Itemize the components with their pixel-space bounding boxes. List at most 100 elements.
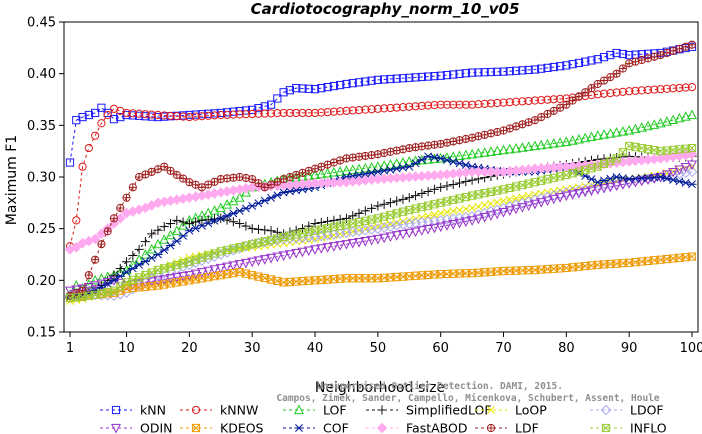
x-tick-label: 50	[370, 341, 387, 356]
data-point-lof	[341, 165, 352, 175]
data-point-simplifiedlof	[134, 244, 144, 254]
data-point-odin	[322, 243, 333, 253]
data-point-cof	[285, 187, 295, 196]
data-point-odin	[423, 224, 434, 235]
data-point-simplifiedlof	[379, 199, 389, 209]
data-point-knnw	[84, 143, 93, 153]
data-point-knn	[449, 70, 458, 79]
data-point-simplifiedlof	[448, 179, 458, 190]
data-point-knnw	[612, 88, 621, 97]
legend-label-lof: LOF	[323, 403, 347, 418]
data-point-odin	[171, 273, 182, 283]
data-point-knnw	[405, 102, 414, 111]
data-point-knnw	[662, 84, 671, 93]
data-point-ldf	[109, 214, 119, 223]
data-point-odin	[203, 266, 214, 277]
data-point-knn	[568, 60, 577, 69]
data-point-odin	[441, 221, 452, 231]
data-point-odin	[83, 282, 94, 293]
watermark-line-1: Unsupervised Outlier Detection. DAMI, 20…	[317, 381, 563, 392]
data-point-lof	[146, 243, 157, 254]
data-point-lof	[479, 147, 490, 157]
legend-label-simplifiedlof: SimplifiedLOF	[406, 403, 492, 418]
data-point-knn	[323, 83, 332, 92]
series-kdeos	[65, 252, 697, 302]
data-point-knn	[122, 110, 131, 120]
data-point-knnw	[329, 107, 338, 116]
data-point-knn	[574, 58, 584, 68]
data-point-knnw	[197, 112, 207, 121]
data-point-cof	[461, 161, 471, 169]
data-point-lof	[366, 162, 377, 172]
data-point-odin	[580, 187, 591, 198]
legend-item-lof: LOF	[283, 403, 347, 418]
data-point-odin	[360, 236, 371, 247]
data-point-knnw	[537, 96, 546, 105]
data-point-knn	[304, 84, 313, 93]
data-point-knn	[417, 72, 426, 82]
data-point-knnw	[530, 96, 540, 105]
data-point-cof	[392, 164, 402, 173]
data-point-knn	[84, 110, 93, 120]
data-point-knnw	[449, 100, 458, 109]
data-point-cof	[348, 172, 358, 180]
data-point-simplifiedlof	[253, 224, 264, 234]
data-point-cof	[153, 250, 163, 259]
data-point-lof	[605, 128, 616, 138]
data-point-cof	[159, 246, 169, 254]
data-point-knnw	[367, 105, 376, 114]
data-point-simplifiedlof	[429, 184, 440, 194]
x-tick-label: 60	[432, 341, 449, 356]
data-point-lof	[234, 192, 245, 202]
data-point-simplifiedlof	[172, 215, 182, 225]
data-point-loop	[518, 193, 527, 202]
legend-label-ldof: LDOF	[630, 403, 664, 418]
data-point-cof	[612, 173, 622, 181]
data-point-odin	[353, 238, 365, 248]
data-point-odin	[542, 196, 553, 207]
data-point-ldf	[116, 203, 125, 213]
data-point-knnw	[122, 108, 131, 118]
data-point-knnw	[442, 100, 452, 109]
data-point-odin	[146, 277, 157, 287]
data-point-knnw	[348, 106, 357, 115]
data-point-knnw	[235, 110, 244, 119]
data-point-odin	[222, 262, 233, 273]
data-point-cof	[165, 241, 176, 250]
data-point-knn	[424, 72, 433, 81]
data-point-knnw	[147, 110, 156, 119]
data-point-knnw	[499, 98, 508, 107]
data-point-odin	[404, 228, 415, 239]
legend-marker-knnw	[191, 405, 201, 415]
x-tick-label: 80	[558, 341, 575, 356]
data-point-loop	[430, 210, 439, 219]
data-point-knnw	[411, 102, 420, 111]
data-point-knn	[555, 62, 565, 71]
data-point-lof	[498, 144, 509, 155]
data-point-lof	[178, 220, 189, 230]
data-point-knnw	[417, 101, 426, 111]
data-point-ldof	[680, 167, 692, 179]
data-point-knn	[380, 75, 389, 84]
data-point-simplifiedlof	[247, 224, 257, 234]
data-point-lof	[209, 205, 220, 215]
data-point-simplifiedlof	[235, 218, 245, 229]
data-point-knn	[342, 79, 351, 89]
data-point-knn	[474, 68, 483, 77]
legend-marker-cof	[294, 424, 304, 432]
data-point-knn	[442, 71, 452, 80]
data-point-lof	[617, 126, 628, 136]
data-point-loop	[474, 202, 483, 211]
data-point-simplifiedlof	[360, 206, 370, 216]
data-point-lof	[485, 146, 496, 156]
data-point-lof	[580, 132, 591, 143]
data-point-cof	[448, 157, 458, 166]
data-point-knnw	[455, 100, 464, 109]
data-point-knnw	[141, 110, 150, 119]
data-point-odin	[215, 263, 226, 274]
data-point-knnw	[386, 103, 395, 113]
data-point-knnw	[593, 90, 602, 99]
data-point-knnw	[191, 112, 200, 121]
x-tick-label: 40	[307, 341, 324, 356]
data-point-knnw	[248, 109, 257, 119]
